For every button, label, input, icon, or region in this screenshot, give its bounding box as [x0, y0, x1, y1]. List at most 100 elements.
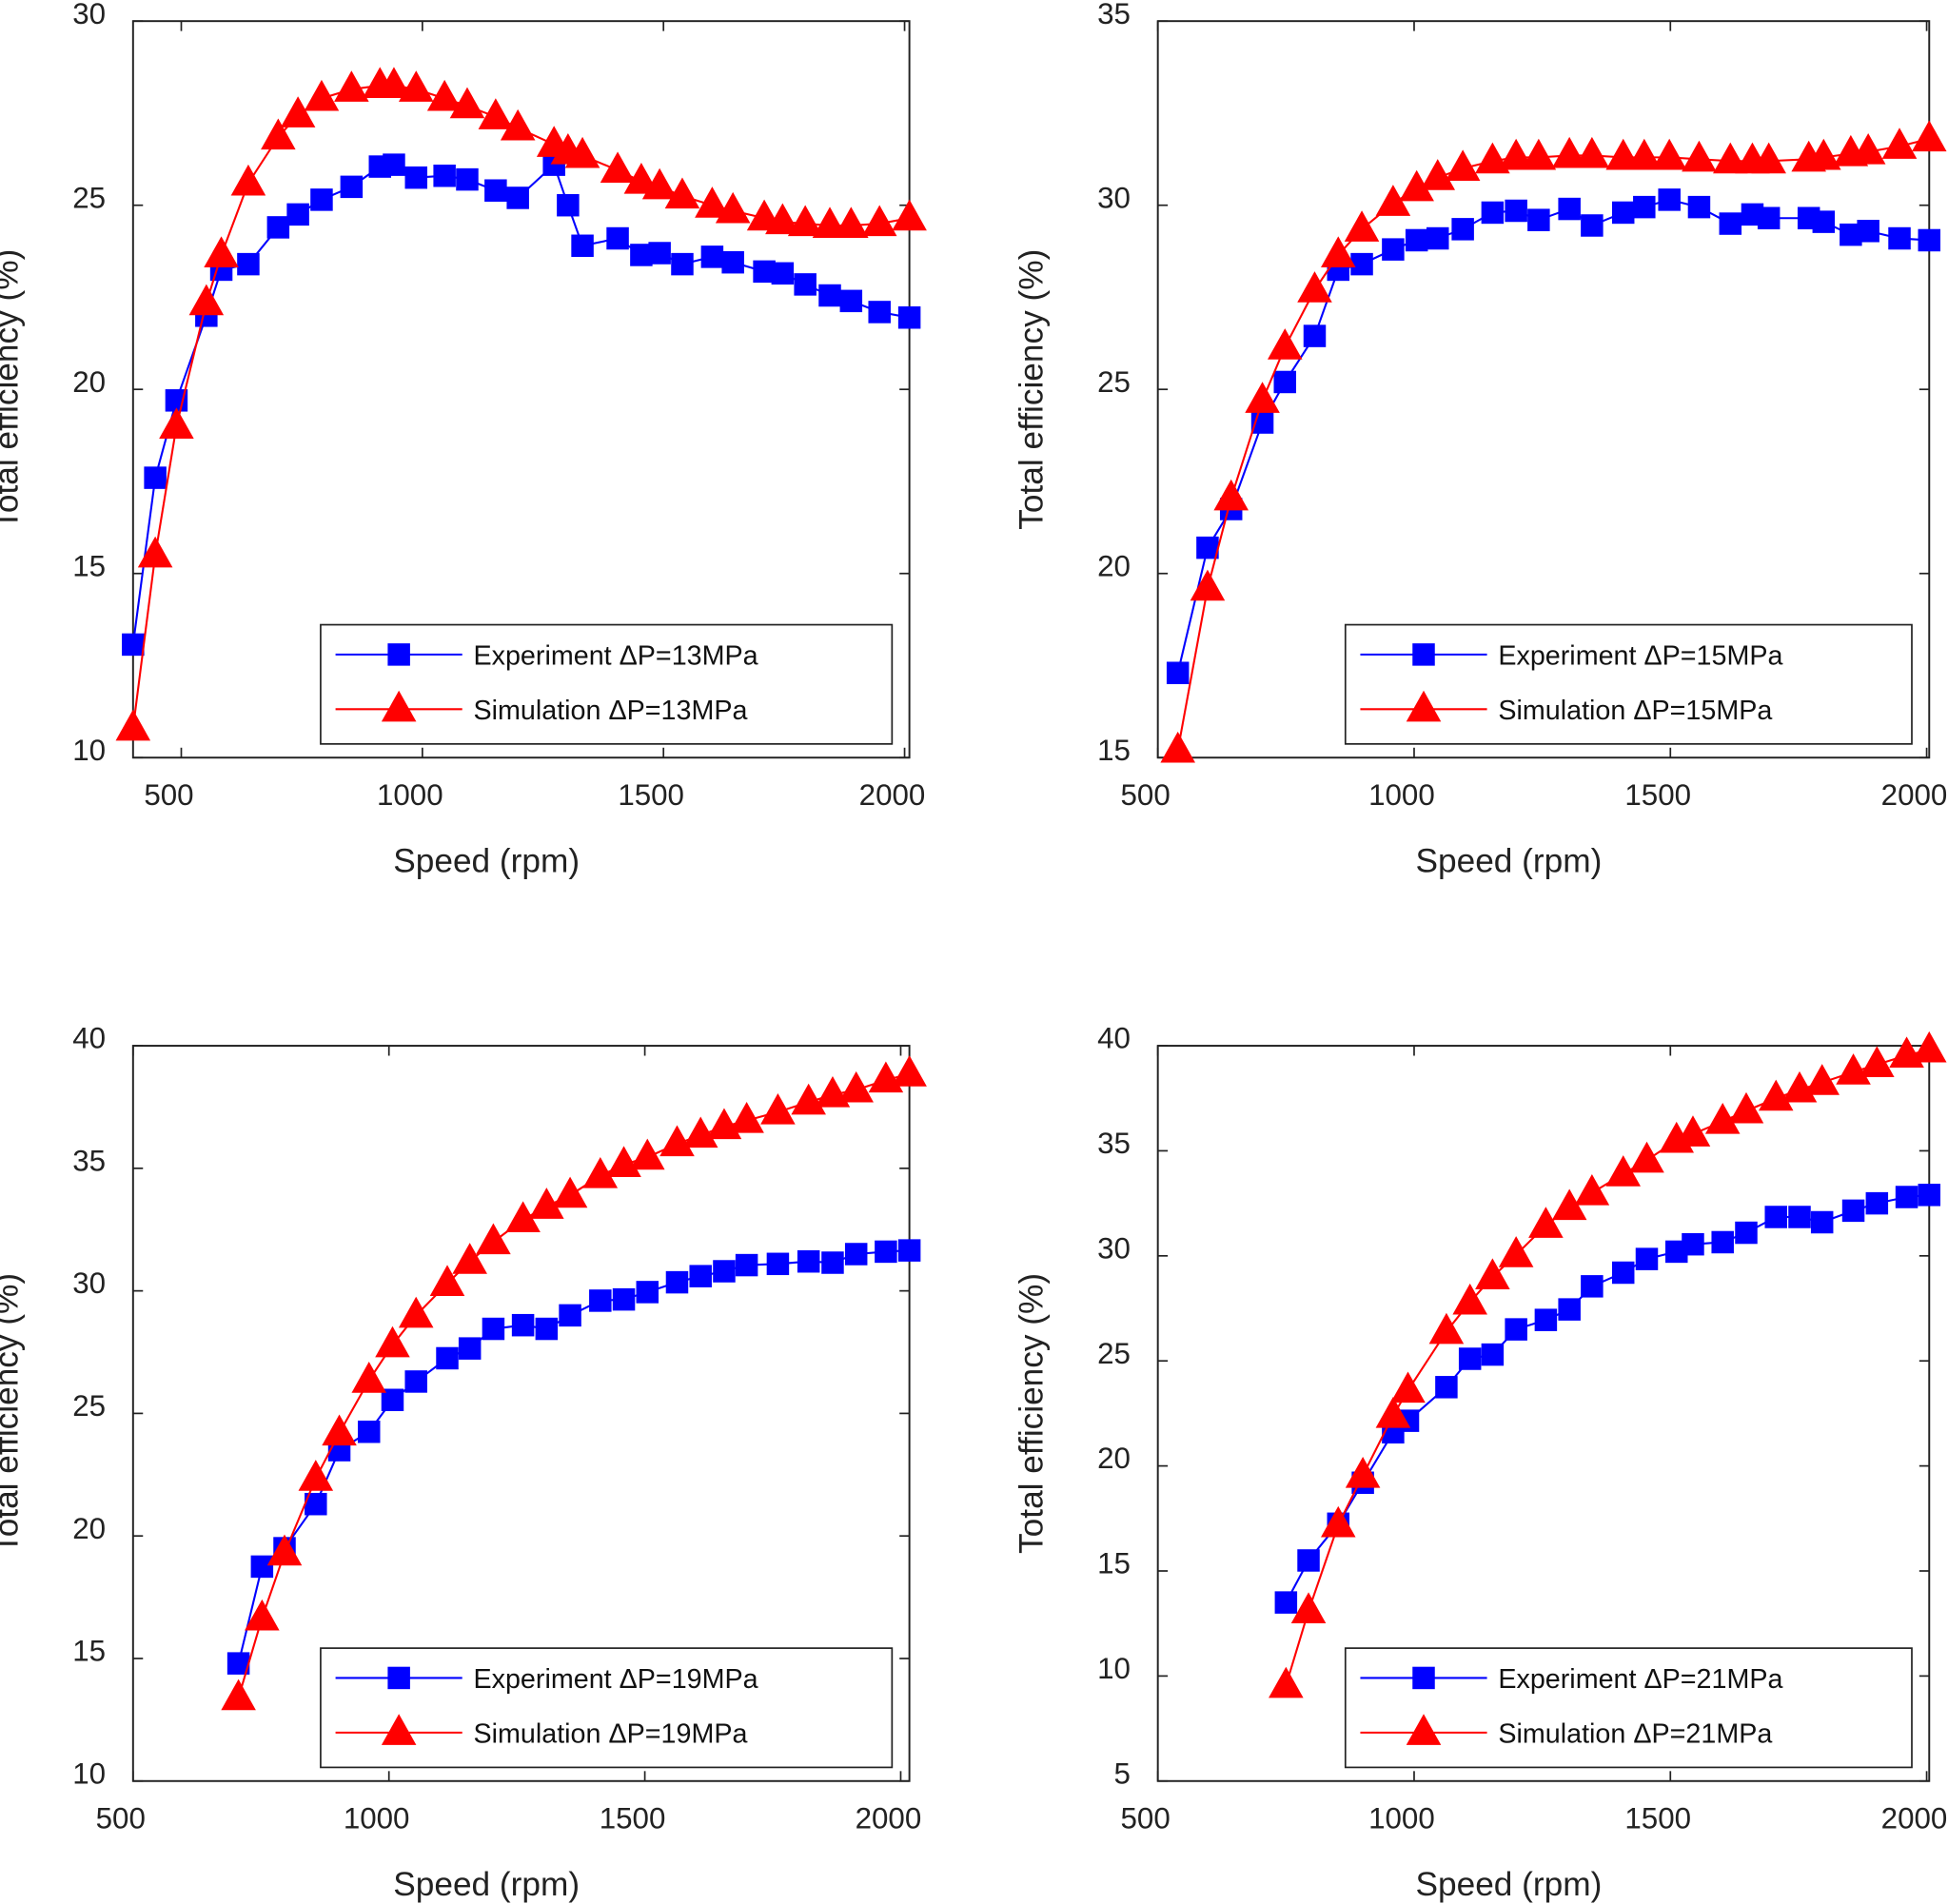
x-tick-label: 500: [144, 778, 193, 812]
legend-box: [1344, 1647, 1913, 1769]
data-point-triangle: [630, 1138, 665, 1170]
data-point-triangle: [1758, 1079, 1794, 1111]
x-tick-label: 1000: [1368, 778, 1435, 812]
data-point-triangle: [1290, 1592, 1327, 1623]
data-point-square: [875, 1240, 897, 1264]
legend: Experiment ΔP=19MPa Simulation ΔP=19MPa: [320, 1647, 894, 1769]
y-axis-label: Total efficiency (%): [0, 1273, 25, 1554]
data-point-square: [1888, 226, 1911, 250]
data-point-square: [1350, 252, 1373, 276]
y-tick-label: 20: [1097, 549, 1131, 582]
data-point-triangle: [529, 1188, 564, 1219]
y-tick-label: 20: [72, 1512, 106, 1545]
series-simulation: [1160, 120, 1947, 763]
data-point-triangle: [452, 1243, 487, 1274]
series-experiment: [1166, 188, 1941, 684]
data-point-triangle: [426, 79, 462, 111]
data-point-square: [735, 1253, 758, 1277]
data-point-triangle: [861, 205, 897, 237]
data-point-square: [1635, 1247, 1659, 1270]
data-point-square: [1611, 1261, 1635, 1285]
chart-panel-4: 500 1000 1500 2000 5 10 15 20 25 30 35 40 Speed (rpm…: [1013, 1022, 1947, 1903]
data-point-square: [1757, 206, 1781, 229]
data-point-square: [511, 1313, 535, 1337]
series-line: [1176, 198, 1930, 674]
data-point-triangle: [1551, 136, 1587, 168]
legend-box: [1344, 623, 1913, 745]
y-tick-label: 10: [1097, 1652, 1131, 1685]
data-point-triangle: [600, 151, 636, 183]
x-tick-label: 500: [96, 1801, 146, 1835]
data-point-square: [1840, 223, 1862, 246]
data-point-triangle: [115, 709, 151, 741]
data-point-square: [456, 167, 479, 191]
data-point-triangle: [1574, 136, 1610, 168]
data-point-square: [665, 1270, 689, 1294]
data-point-square: [589, 1289, 612, 1312]
x-tick-label: 2000: [1881, 1801, 1948, 1835]
legend-box: [320, 623, 894, 745]
series-line: [1285, 1049, 1930, 1686]
data-point-triangle: [1651, 138, 1687, 170]
data-point-triangle: [765, 203, 800, 235]
data-point-triangle: [1728, 1091, 1764, 1124]
x-tick-label: 1000: [344, 1801, 410, 1835]
data-point-triangle: [398, 1296, 434, 1328]
legend-entry-label: Simulation ΔP=19MPa: [473, 1718, 747, 1749]
data-point-triangle: [1190, 569, 1226, 601]
data-point-square: [689, 1265, 712, 1287]
y-tick-label: 15: [1097, 734, 1131, 767]
data-point-square: [897, 1239, 921, 1262]
data-point-square: [1458, 1347, 1482, 1370]
data-point-triangle: [787, 205, 823, 237]
data-point-square: [1841, 1199, 1865, 1223]
data-point-square: [250, 1555, 274, 1579]
data-point-triangle: [1574, 1174, 1610, 1206]
data-point-triangle: [1804, 1064, 1840, 1095]
x-tick-label: 500: [1121, 778, 1171, 812]
x-tick-label: 2000: [859, 778, 926, 812]
data-point-triangle: [1521, 138, 1557, 170]
data-point-square: [1303, 324, 1327, 347]
y-tick-label: 30: [72, 1266, 106, 1300]
y-tick-label: 35: [72, 1144, 106, 1177]
data-point-square: [1581, 1275, 1604, 1298]
y-tick-label: 25: [1097, 1337, 1131, 1370]
legend-entry-label: Experiment ΔP=19MPa: [473, 1664, 758, 1695]
x-axis-label: Speed (rpm): [393, 1866, 580, 1903]
data-point-square: [1435, 1376, 1458, 1399]
data-point-triangle: [1213, 479, 1249, 511]
data-point-square: [1581, 214, 1604, 237]
series-experiment: [226, 1239, 921, 1675]
data-point-triangle: [682, 1116, 718, 1148]
data-point-square: [1534, 1308, 1558, 1331]
data-point-square: [383, 153, 405, 176]
y-axis-label: Total efficiency (%): [1013, 249, 1050, 530]
data-point-triangle: [1344, 210, 1380, 242]
data-point-triangle: [398, 70, 434, 102]
x-axis-label: Speed (rpm): [1416, 1866, 1603, 1903]
data-point-triangle: [760, 1093, 796, 1125]
data-point-triangle: [715, 191, 751, 224]
x-tick-label: 1500: [618, 778, 684, 812]
data-point-square: [844, 1243, 868, 1266]
data-point-square: [381, 1388, 404, 1411]
data-point-square: [226, 1652, 250, 1675]
data-point-square: [1297, 1549, 1320, 1572]
data-point-square: [1895, 1186, 1918, 1208]
data-point-triangle: [1269, 1666, 1304, 1698]
legend-square-marker: [1412, 643, 1435, 666]
data-point-triangle: [429, 1265, 465, 1296]
data-point-square: [266, 216, 290, 239]
y-tick-label: 30: [72, 0, 106, 30]
series-line: [237, 1072, 910, 1698]
x-tick-label: 1500: [1624, 1801, 1691, 1835]
chart-panel-3: 500 1000 1500 2000 10 15 20 25 30 35 40 Speed (rpm)…: [0, 1022, 927, 1903]
data-point-triangle: [1498, 138, 1534, 170]
data-point-triangle: [1551, 1188, 1587, 1221]
data-point-square: [1274, 1591, 1298, 1614]
data-point-square: [506, 186, 529, 209]
data-point-triangle: [230, 164, 266, 196]
data-point-triangle: [1675, 1115, 1711, 1147]
